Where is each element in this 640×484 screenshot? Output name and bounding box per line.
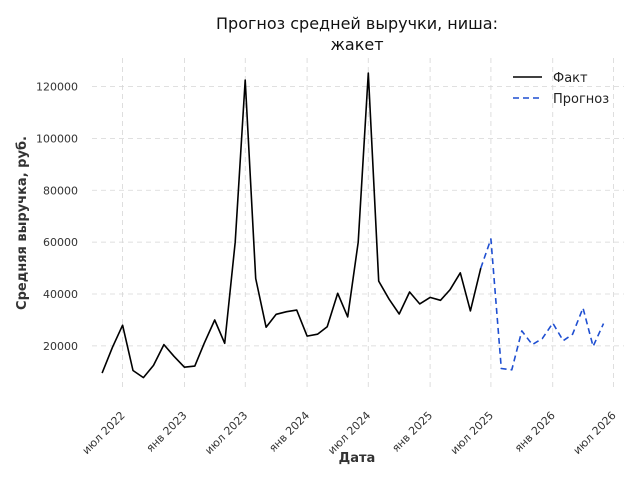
x-tick-label: июл 2023 — [202, 409, 250, 457]
x-tick-label: янв 2026 — [512, 409, 558, 455]
y-tick-label: 40000 — [43, 288, 78, 301]
y-tick-label: 100000 — [36, 132, 78, 145]
y-tick-label: 120000 — [36, 81, 78, 94]
x-tick-label: янв 2023 — [144, 409, 190, 455]
legend: Факт Прогноз — [513, 71, 609, 107]
series-line-forecast — [480, 238, 605, 371]
x-axis-title: Дата — [339, 451, 376, 466]
x-tick-label: янв 2024 — [266, 409, 312, 455]
y-tick-label: 80000 — [43, 184, 78, 197]
x-tick-label: июл 2024 — [325, 409, 373, 457]
y-tick-label: 20000 — [43, 340, 78, 353]
x-tick-label: июл 2026 — [571, 409, 619, 457]
y-tick-label: 60000 — [43, 236, 78, 249]
y-axis-title: Средняя выручка, руб. — [15, 136, 30, 310]
tick-label-layer: 20000 40000 60000 80000 100000 120000 июл 2022… — [36, 81, 619, 457]
chart-title-line-2: жакет — [330, 35, 383, 54]
series-line-fact — [101, 72, 482, 379]
x-tick-label: июл 2025 — [448, 409, 496, 457]
series-layer — [101, 72, 605, 379]
chart-title-line-1: Прогноз средней выручки, ниша: — [216, 14, 498, 33]
grid-layer — [92, 58, 624, 390]
legend-label-fact: Факт — [553, 71, 588, 86]
x-tick-label: янв 2025 — [389, 409, 435, 455]
legend-label-forecast: Прогноз — [553, 92, 609, 107]
x-tick-label: июл 2022 — [80, 409, 128, 457]
